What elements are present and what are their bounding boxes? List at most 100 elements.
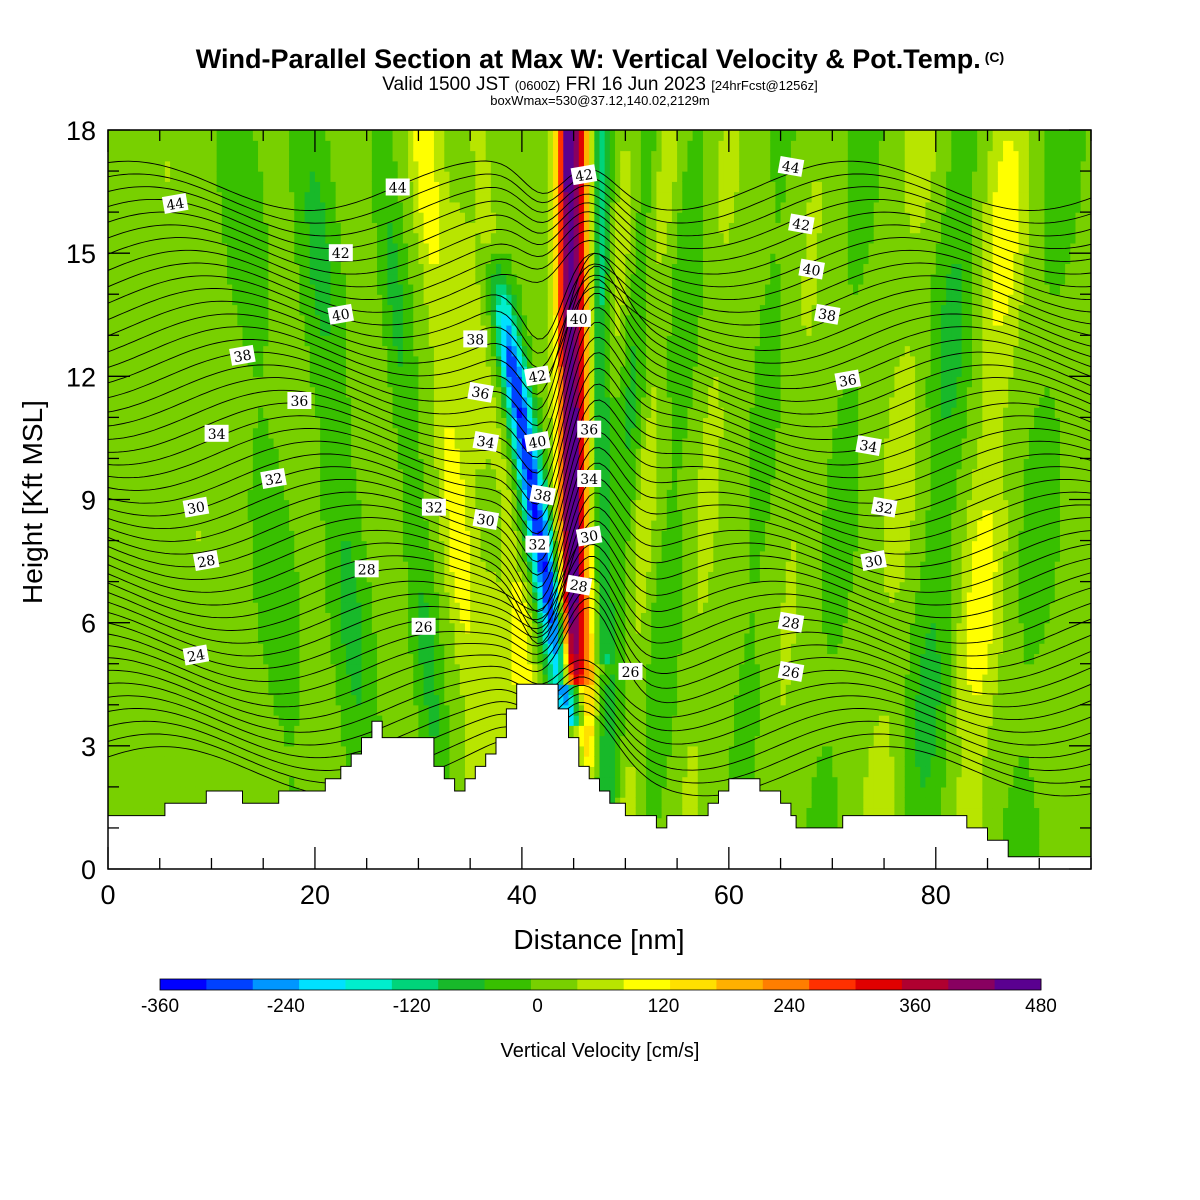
velocity-cell [170,478,176,490]
velocity-cell [418,160,425,172]
velocity-cell [133,335,140,347]
velocity-cell [263,745,269,757]
velocity-cell [289,130,295,141]
velocity-cell [133,807,140,819]
velocity-cell [232,181,238,193]
velocity-cell [149,591,156,603]
velocity-cell [216,663,223,675]
velocity-cell [201,396,207,408]
velocity-cell [283,201,290,213]
velocity-cell [216,294,223,306]
velocity-cell [206,458,213,470]
velocity-cell [454,612,461,624]
velocity-cell [351,242,357,254]
velocity-cell [164,786,171,798]
velocity-cell [299,253,306,265]
velocity-cell [433,550,440,562]
velocity-cell [408,140,414,152]
velocity-cell [159,643,166,655]
velocity-cell [232,684,238,696]
velocity-cell [206,140,213,152]
velocity-cell [258,191,264,203]
velocity-cell [314,253,321,265]
velocity-cell [351,653,357,665]
velocity-cell [164,632,171,644]
velocity-cell [144,807,150,819]
velocity-cell [433,673,440,685]
velocity-cell [299,150,306,162]
velocity-cell [459,632,466,644]
velocity-cell [123,314,130,326]
velocity-cell [449,643,456,655]
velocity-cell [304,448,311,460]
velocity-cell [413,140,420,152]
velocity-cell [273,130,280,141]
velocity-cell [408,222,414,234]
velocity-cell [439,283,445,295]
velocity-cell [113,735,119,747]
velocity-cell [144,530,150,542]
velocity-cell [247,458,254,470]
velocity-cell [314,386,321,398]
velocity-cell [345,427,352,439]
velocity-cell [237,191,244,203]
velocity-cell [361,622,368,634]
velocity-cell [139,643,145,655]
velocity-cell [449,581,456,593]
velocity-cell [185,304,192,316]
velocity-cell [356,355,363,367]
velocity-cell [149,694,156,706]
velocity-cell [201,591,207,603]
velocity-cell [258,160,264,172]
velocity-cell [216,591,223,603]
velocity-cell [366,314,373,326]
velocity-cell [408,478,414,490]
velocity-cell [268,171,275,182]
velocity-cell [123,602,130,614]
velocity-cell [449,448,456,460]
velocity-cell [459,355,466,367]
velocity-cell [459,376,466,388]
velocity-cell [195,673,202,685]
velocity-cell [237,715,244,726]
velocity-cell [371,130,378,141]
velocity-cell [413,581,420,593]
velocity-cell [268,355,275,367]
velocity-cell [325,602,332,614]
velocity-cell [439,212,445,223]
velocity-cell [144,263,150,275]
velocity-cell [345,366,352,377]
velocity-cell [278,130,285,141]
velocity-cell [382,622,388,634]
velocity-cell [351,335,357,347]
velocity-cell [185,376,192,388]
velocity-cell [335,386,342,398]
velocity-cell [340,499,347,511]
velocity-cell [309,130,316,141]
velocity-cell [201,181,207,193]
velocity-cell [325,571,332,583]
velocity-cell [289,725,295,737]
velocity-cell [314,150,321,162]
velocity-cell [325,314,332,326]
velocity-cell [294,253,301,265]
velocity-cell [294,242,301,254]
velocity-cell [113,520,119,531]
velocity-cell [123,427,130,439]
velocity-cell [195,478,202,490]
velocity-cell [392,509,399,521]
velocity-cell [206,417,213,429]
velocity-cell [247,797,254,809]
velocity-cell [237,509,244,521]
velocity-cell [154,520,161,531]
velocity-cell [113,581,119,593]
velocity-cell [439,273,445,285]
velocity-cell [159,283,166,295]
velocity-cell [154,684,161,696]
velocity-cell [175,427,182,439]
velocity-cell [278,550,285,562]
velocity-cell [211,581,218,593]
velocity-cell [439,663,445,675]
velocity-cell [211,735,218,747]
velocity-cell [418,684,425,696]
